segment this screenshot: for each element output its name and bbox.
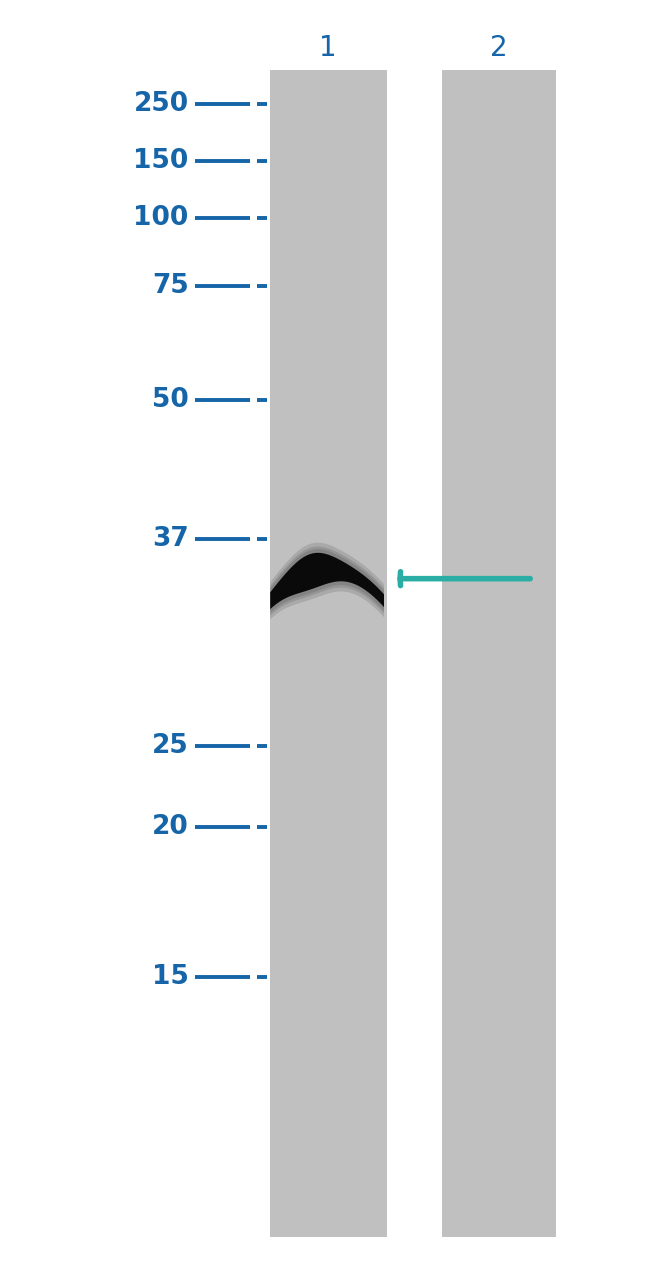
- Text: 50: 50: [151, 387, 188, 412]
- Text: 100: 100: [133, 206, 188, 231]
- Text: 250: 250: [133, 91, 188, 117]
- Bar: [270, 70, 387, 1237]
- Bar: [442, 70, 556, 1237]
- Text: 20: 20: [151, 815, 188, 840]
- Text: 37: 37: [151, 527, 188, 552]
- Text: 75: 75: [151, 273, 188, 298]
- Text: 1: 1: [319, 34, 337, 62]
- Text: 150: 150: [133, 148, 188, 174]
- Text: 15: 15: [151, 964, 188, 990]
- Text: 25: 25: [151, 733, 188, 759]
- Text: 2: 2: [490, 34, 508, 62]
